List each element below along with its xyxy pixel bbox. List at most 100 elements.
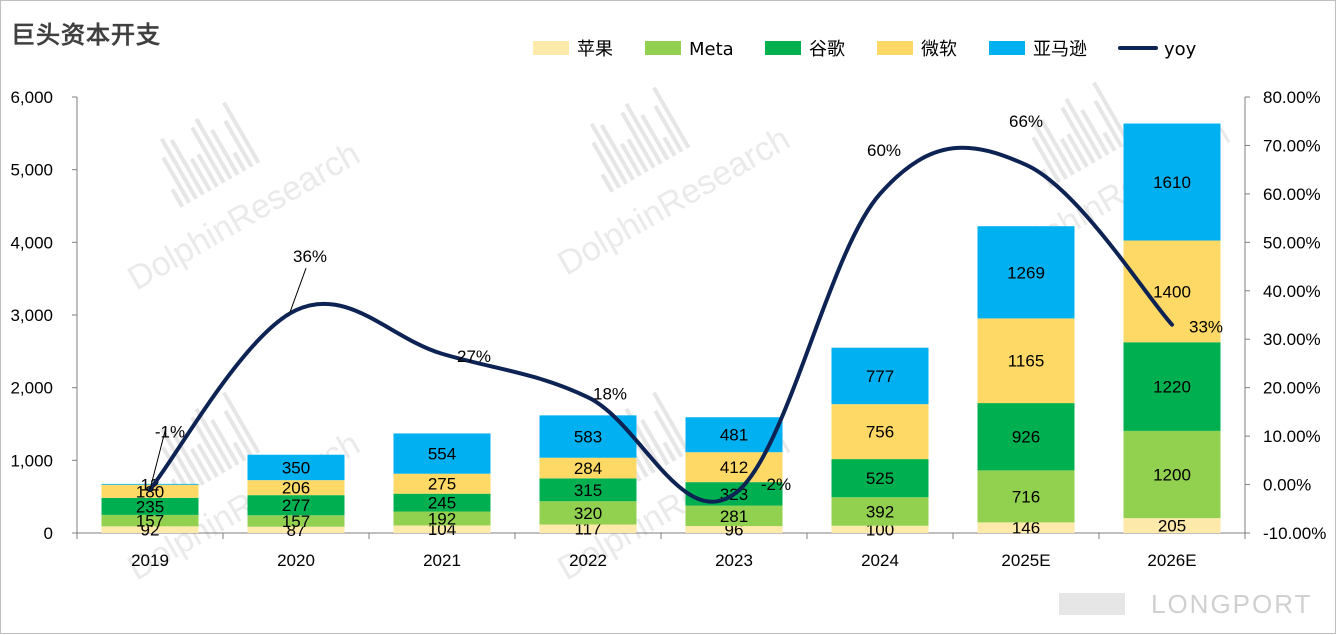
bar-value-label: 117 <box>574 520 601 539</box>
bar-value-label: 554 <box>428 445 456 464</box>
yoy-value-label: 60% <box>867 141 901 160</box>
y2-tick-label: 50.00% <box>1263 233 1321 252</box>
watermark-mark <box>591 141 622 189</box>
watermark-mark <box>222 391 261 454</box>
yoy-value-label: 33% <box>1189 318 1223 337</box>
bar-segment <box>393 493 491 512</box>
bar-segment <box>685 505 783 527</box>
bar-segment <box>977 226 1075 319</box>
bar-segment <box>393 433 491 474</box>
watermark-text: DolphinResearch <box>121 135 366 298</box>
bar-value-label: 146 <box>1012 519 1040 538</box>
bar-value-label: 315 <box>574 481 602 500</box>
watermark-mark <box>626 138 649 173</box>
watermark-mark <box>190 416 226 474</box>
y2-tick-label: 80.00% <box>1263 88 1321 107</box>
y2-tick-label: 30.00% <box>1263 330 1321 349</box>
brand-logo-mark <box>1059 593 1125 615</box>
bar-segment <box>831 525 929 533</box>
watermark-mark <box>1092 81 1131 144</box>
watermark-mark <box>619 142 642 177</box>
watermark-mark <box>1102 131 1117 152</box>
watermark-mark <box>652 86 691 149</box>
bar-value-label: 157 <box>136 512 164 531</box>
bar-value-label: 157 <box>282 512 310 531</box>
legend-label: Meta <box>689 39 734 60</box>
watermark-mark <box>600 173 615 193</box>
watermark-mark <box>1066 133 1089 168</box>
legend-swatch <box>533 41 569 55</box>
yoy-value-label: -2% <box>761 475 791 494</box>
watermark-mark <box>232 151 247 172</box>
y-tick-label: 6,000 <box>10 88 53 107</box>
watermark-mark <box>223 119 254 168</box>
bar-value-label: 284 <box>574 459 602 478</box>
x-tick-label: 2021 <box>423 551 461 570</box>
bar-value-label: 926 <box>1012 428 1040 447</box>
bar-value-label: 320 <box>574 504 602 523</box>
y2-tick-label: 40.00% <box>1263 282 1321 301</box>
legend-label: 亚马逊 <box>1033 39 1087 60</box>
y-tick-label: 1,000 <box>10 451 53 470</box>
watermark-mark <box>1064 97 1103 160</box>
bar-value-label: 716 <box>1012 487 1040 506</box>
bar-segment <box>977 522 1075 533</box>
watermark-mark <box>1060 106 1096 164</box>
bar-value-label: 756 <box>866 423 894 442</box>
watermark-mark <box>161 156 192 204</box>
watermark-mark <box>624 102 663 165</box>
bar-segment <box>247 526 345 533</box>
y-tick-label: 2,000 <box>10 379 53 398</box>
watermark-mark <box>196 153 219 188</box>
bar-segment <box>685 526 783 533</box>
watermark-mark <box>159 427 198 490</box>
bar-value-label: 777 <box>866 367 894 386</box>
bar-segment <box>1123 430 1221 519</box>
legend-swatch <box>877 41 913 55</box>
bar-segment <box>1123 342 1221 431</box>
bar-segment <box>977 318 1075 404</box>
legend-swatch <box>765 41 801 55</box>
watermark-mark <box>1059 137 1082 172</box>
watermark-mark <box>196 443 219 478</box>
yoy-value-label: 18% <box>593 384 627 403</box>
legend-swatch <box>989 41 1025 55</box>
watermark-mark <box>169 139 205 196</box>
y2-tick-label: 20.00% <box>1263 379 1321 398</box>
bar-segment <box>539 457 637 479</box>
bar-segment <box>393 525 491 533</box>
bar-value-label: 392 <box>866 502 894 521</box>
bar-segment <box>101 514 199 527</box>
bar-value-label: 192 <box>428 509 456 528</box>
yoy-value-label: 27% <box>457 347 491 366</box>
watermark-mark <box>1080 109 1110 156</box>
bar-value-label: 1400 <box>1153 282 1191 301</box>
y2-tick-label: 70.00% <box>1263 136 1321 155</box>
legend-label: 微软 <box>921 39 957 60</box>
bar-value-label: 583 <box>574 428 602 447</box>
bar-segment <box>977 470 1075 523</box>
x-tick-label: 2026E <box>1147 551 1196 570</box>
bar-segment <box>685 417 783 453</box>
bar-segment <box>247 515 345 527</box>
y2-tick-label: 60.00% <box>1263 185 1321 204</box>
bar-segment <box>685 452 783 483</box>
bar-segment <box>393 511 491 526</box>
watermark-mark <box>653 409 684 458</box>
y2-tick-label: -10.00% <box>1263 524 1326 543</box>
watermark-mark <box>1031 136 1062 184</box>
bar-segment <box>831 497 929 526</box>
watermark-mark <box>640 114 670 161</box>
watermark-mark <box>223 409 254 458</box>
bar-segment <box>101 483 199 485</box>
y2-tick-label: 10.00% <box>1263 427 1321 446</box>
yoy-line <box>148 145 1174 504</box>
yoy-value-label: -1% <box>155 422 185 441</box>
yoy-value-label: 66% <box>1009 112 1043 131</box>
bar-value-label: 235 <box>136 497 164 516</box>
bar-value-label: 1610 <box>1153 173 1191 192</box>
bar-segment <box>539 478 637 502</box>
y-tick-label: 3,000 <box>10 306 53 325</box>
brand-text: LONGPORT <box>1151 589 1312 619</box>
y2-tick-label: 0.00% <box>1263 476 1311 495</box>
